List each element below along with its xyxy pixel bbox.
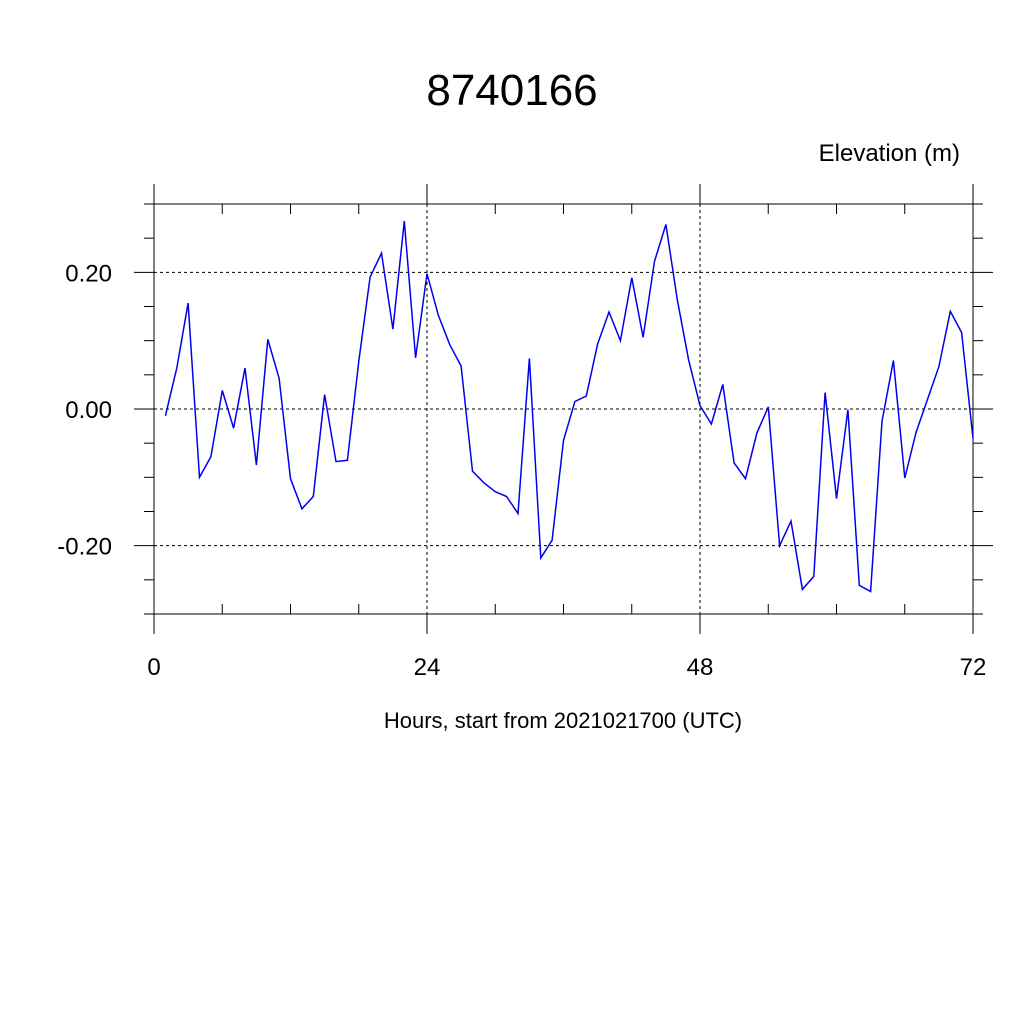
elevation-series-line — [164, 221, 974, 593]
x-axis-label: Hours, start from 2021021700 (UTC) — [383, 708, 743, 733]
x-tick-label: 72 — [960, 654, 987, 681]
y-axis-label: Elevation (m) — [818, 140, 960, 167]
y-tick-label: -0.20 — [57, 534, 112, 561]
y-tick-label: 0.20 — [65, 260, 112, 287]
x-tick-label: 0 — [147, 654, 160, 681]
x-tick-label: 24 — [414, 654, 441, 681]
x-tick-label: 48 — [687, 654, 714, 681]
chart-title: 8740166 — [426, 66, 598, 115]
y-tick-label: 0.00 — [65, 397, 112, 424]
